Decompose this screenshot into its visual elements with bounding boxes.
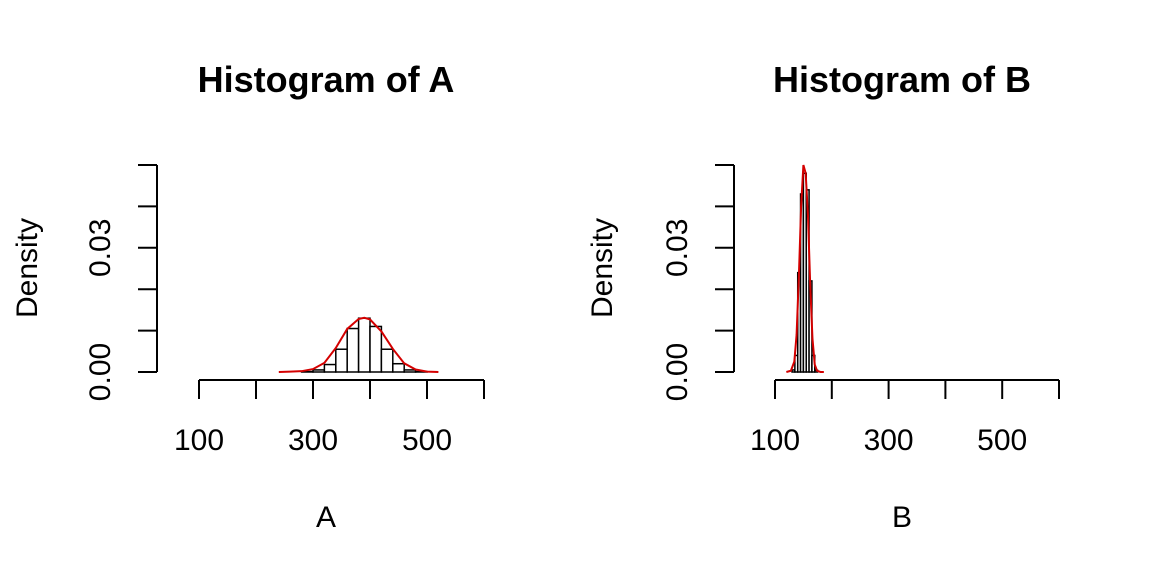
x-axis-label: A [316, 501, 336, 534]
y-axis-label: Density [586, 218, 619, 318]
histogram-bar [312, 369, 326, 373]
x-tick-label: 100 [174, 424, 224, 457]
y-tick-label: 0.00 [661, 343, 694, 401]
histogram-bar [369, 325, 383, 373]
x-tick-label: 300 [864, 424, 914, 457]
density-curve [786, 164, 824, 373]
histogram-bar [335, 348, 348, 373]
y-tick-label: 0.00 [84, 343, 117, 401]
y-tick-label: 0.03 [84, 219, 117, 277]
histogram-bar [392, 362, 405, 373]
x-axis-label: B [892, 501, 912, 534]
histogram-bar [380, 348, 394, 373]
chart-title: Histogram of A [198, 59, 455, 100]
y-tick-label: 0.03 [661, 219, 694, 277]
histogram-bar [357, 317, 371, 373]
histogram-bar [346, 327, 360, 373]
x-tick-label: 500 [402, 424, 452, 457]
histogram-bar [323, 363, 337, 373]
histogram-bar [403, 369, 417, 373]
x-tick-label: 100 [750, 424, 800, 457]
x-tick-label: 300 [288, 424, 338, 457]
y-axis-label: Density [11, 218, 44, 318]
chart-title: Histogram of B [773, 59, 1031, 100]
x-tick-label: 500 [977, 424, 1027, 457]
density-curve [278, 316, 439, 373]
